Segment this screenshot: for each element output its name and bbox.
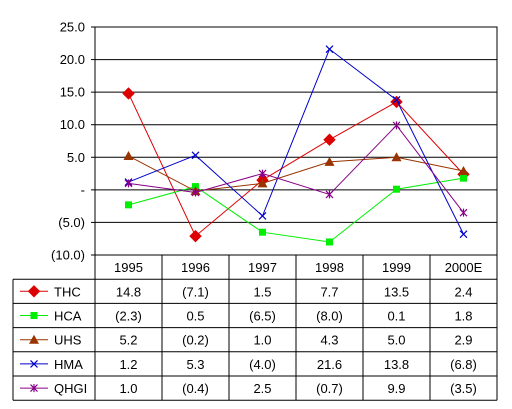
table-cell-thc: 13.5 <box>384 284 409 299</box>
table-cell-qhgi: 9.9 <box>387 381 405 396</box>
table-cell-uhs: 5.0 <box>387 333 405 348</box>
data-point-qhgi <box>124 179 133 188</box>
table-cell-hma: 1.2 <box>119 357 137 372</box>
series-hca <box>125 174 467 246</box>
series-uhs <box>123 150 469 196</box>
x-category-label: 2000E <box>445 260 483 275</box>
table-cell-hma: 13.8 <box>384 357 409 372</box>
table-row-qhgi: QHGI 1.0 (0.4) 2.5 (0.7) 9.9 (3.5) <box>20 381 477 396</box>
table-cell-qhgi: 2.5 <box>253 381 271 396</box>
data-point-thc <box>323 133 336 146</box>
table-cell-hma: (4.0) <box>249 357 276 372</box>
data-point-hma <box>392 96 401 104</box>
data-point-qhgi <box>325 190 334 199</box>
y-axis-ticks: 25.0 20.0 15.0 10.0 5.0 - (5.0) (10.0) <box>51 20 95 263</box>
series-line-qhgi <box>128 124 464 213</box>
y-tick-label: 5.0 <box>67 150 85 165</box>
table-cell-uhs: 1.0 <box>253 333 271 348</box>
table-cell-hma: 21.6 <box>317 357 342 372</box>
table-cell-uhs: 2.9 <box>454 333 472 348</box>
table-cell-hca: (8.0) <box>316 309 343 324</box>
y-tick-label: 20.0 <box>60 52 85 67</box>
table-cell-qhgi: (0.4) <box>182 381 209 396</box>
series-line-hca <box>128 177 464 243</box>
data-point-qhgi <box>191 188 200 197</box>
table-cell-thc: 14.8 <box>116 284 141 299</box>
data-point-thc <box>122 87 135 100</box>
table-cell-uhs: 5.2 <box>119 333 137 348</box>
data-point-hma <box>459 230 468 239</box>
table-cell-hma: (6.8) <box>450 357 477 372</box>
table-cell-hma: 5.3 <box>186 357 204 372</box>
data-point-qhgi <box>392 121 401 130</box>
data-table: 1995 1996 1997 1998 1999 2000E THC 14.8 (7.1) 1.5… <box>12 255 498 401</box>
table-cell-qhgi: (0.7) <box>316 381 343 396</box>
table-cell-hca: (6.5) <box>249 309 276 324</box>
table-cell-thc: 2.4 <box>454 284 472 299</box>
table-cell-hca: (2.3) <box>115 309 142 324</box>
legend-label-hca: HCA <box>54 309 82 324</box>
x-category-label: 1995 <box>114 260 143 275</box>
plot-area-frame <box>94 26 498 256</box>
data-point-hca <box>259 228 266 236</box>
data-point-hma <box>191 151 200 160</box>
legend-label-uhs: UHS <box>54 333 82 348</box>
table-cell-thc: 7.7 <box>320 284 338 299</box>
table-cell-qhgi: 1.0 <box>119 381 137 396</box>
series-line-hma <box>128 48 464 235</box>
gridlines <box>95 26 497 256</box>
table-row-hma: HMA 1.2 5.3 (4.0) 21.6 13.8 (6.8) <box>20 357 477 372</box>
x-category-label: 1996 <box>181 260 210 275</box>
y-tick-label: 15.0 <box>60 85 85 100</box>
data-point-qhgi <box>459 208 468 217</box>
series-hma <box>124 45 468 239</box>
legend-marker-hca <box>30 312 38 319</box>
legend-marker-thc <box>27 285 41 298</box>
data-point-hca <box>326 238 333 246</box>
x-category-label: 1998 <box>315 260 344 275</box>
table-cell-thc: (7.1) <box>182 284 209 299</box>
series-line-thc <box>128 93 464 237</box>
data-point-hma <box>258 211 267 220</box>
data-point-qhgi <box>258 169 267 178</box>
data-point-uhs <box>458 165 469 175</box>
x-category-label: 1999 <box>382 260 411 275</box>
data-point-uhs <box>324 156 335 166</box>
x-category-label: 1997 <box>248 260 277 275</box>
data-point-hma <box>325 45 334 54</box>
table-cell-thc: 1.5 <box>253 284 271 299</box>
data-point-hca <box>460 174 467 182</box>
y-tick-label: 10.0 <box>60 117 85 132</box>
y-tick-label: (5.0) <box>58 215 85 230</box>
legend-marker-qhgi <box>30 384 38 393</box>
legend-marker-uhs <box>29 334 39 344</box>
data-point-uhs <box>123 150 134 160</box>
y-tick-label: (10.0) <box>51 248 85 263</box>
legend-label-thc: THC <box>54 284 81 299</box>
legend-label-qhgi: QHGI <box>54 381 87 396</box>
data-point-hca <box>393 185 400 193</box>
data-point-thc <box>189 229 202 243</box>
legend-marker-hma <box>30 359 38 368</box>
table-row-hca: HCA (2.3) 0.5 (6.5) (8.0) 0.1 1.8 <box>20 309 473 324</box>
table-cell-uhs: 4.3 <box>320 333 338 348</box>
table-cell-uhs: (0.2) <box>182 333 209 348</box>
table-cell-hca: 1.8 <box>454 309 472 324</box>
data-point-uhs <box>391 152 402 162</box>
table-row-uhs: UHS 5.2 (0.2) 1.0 4.3 5.0 2.9 <box>20 333 473 348</box>
y-tick-label: 25.0 <box>60 20 85 35</box>
table-cell-hca: 0.1 <box>387 309 405 324</box>
series-qhgi <box>124 121 468 217</box>
table-row-thc: THC 14.8 (7.1) 1.5 7.7 13.5 2.4 <box>20 284 473 299</box>
data-point-hca <box>125 201 132 209</box>
y-tick-label: - <box>81 182 85 197</box>
data-point-uhs <box>257 178 268 188</box>
series-thc <box>122 87 470 243</box>
table-cell-hca: 0.5 <box>186 309 204 324</box>
series-line-uhs <box>128 155 464 192</box>
legend-label-hma: HMA <box>54 357 83 372</box>
table-cell-qhgi: (3.5) <box>450 381 477 396</box>
